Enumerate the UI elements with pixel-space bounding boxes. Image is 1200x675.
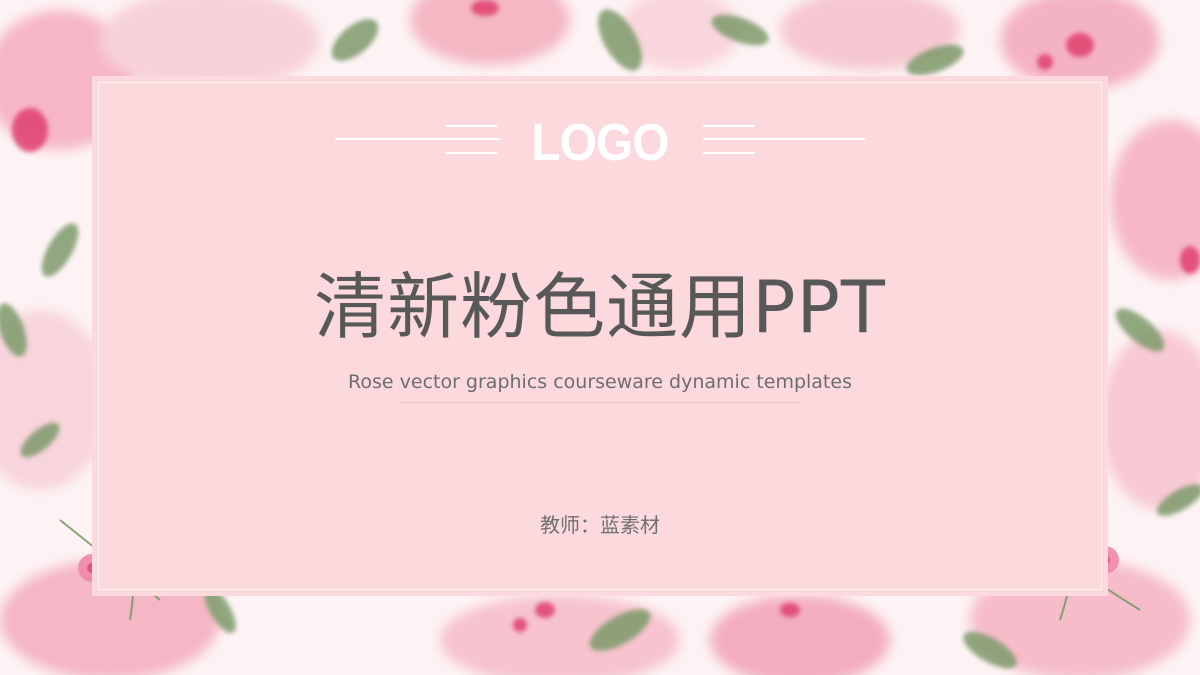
slide-title: 清新粉色通用PPT <box>314 265 886 349</box>
logo-decor-line-right-1 <box>703 138 865 140</box>
logo-decor-line-right-2 <box>703 125 755 127</box>
teacher-name: 教师：蓝素材 <box>540 513 660 537</box>
logo-decor-line-right-3 <box>703 152 755 154</box>
title-card-inner-border <box>98 82 1102 590</box>
logo-decor-line-left-2 <box>445 125 497 127</box>
logo-decor-line-left-3 <box>445 152 497 154</box>
title-card <box>92 76 1108 596</box>
slide-subtitle: Rose vector graphics courseware dynamic … <box>348 371 852 393</box>
logo-decor-line-left-1 <box>335 138 500 140</box>
subtitle-divider <box>398 402 800 403</box>
logo-text: LOGO <box>531 114 669 172</box>
